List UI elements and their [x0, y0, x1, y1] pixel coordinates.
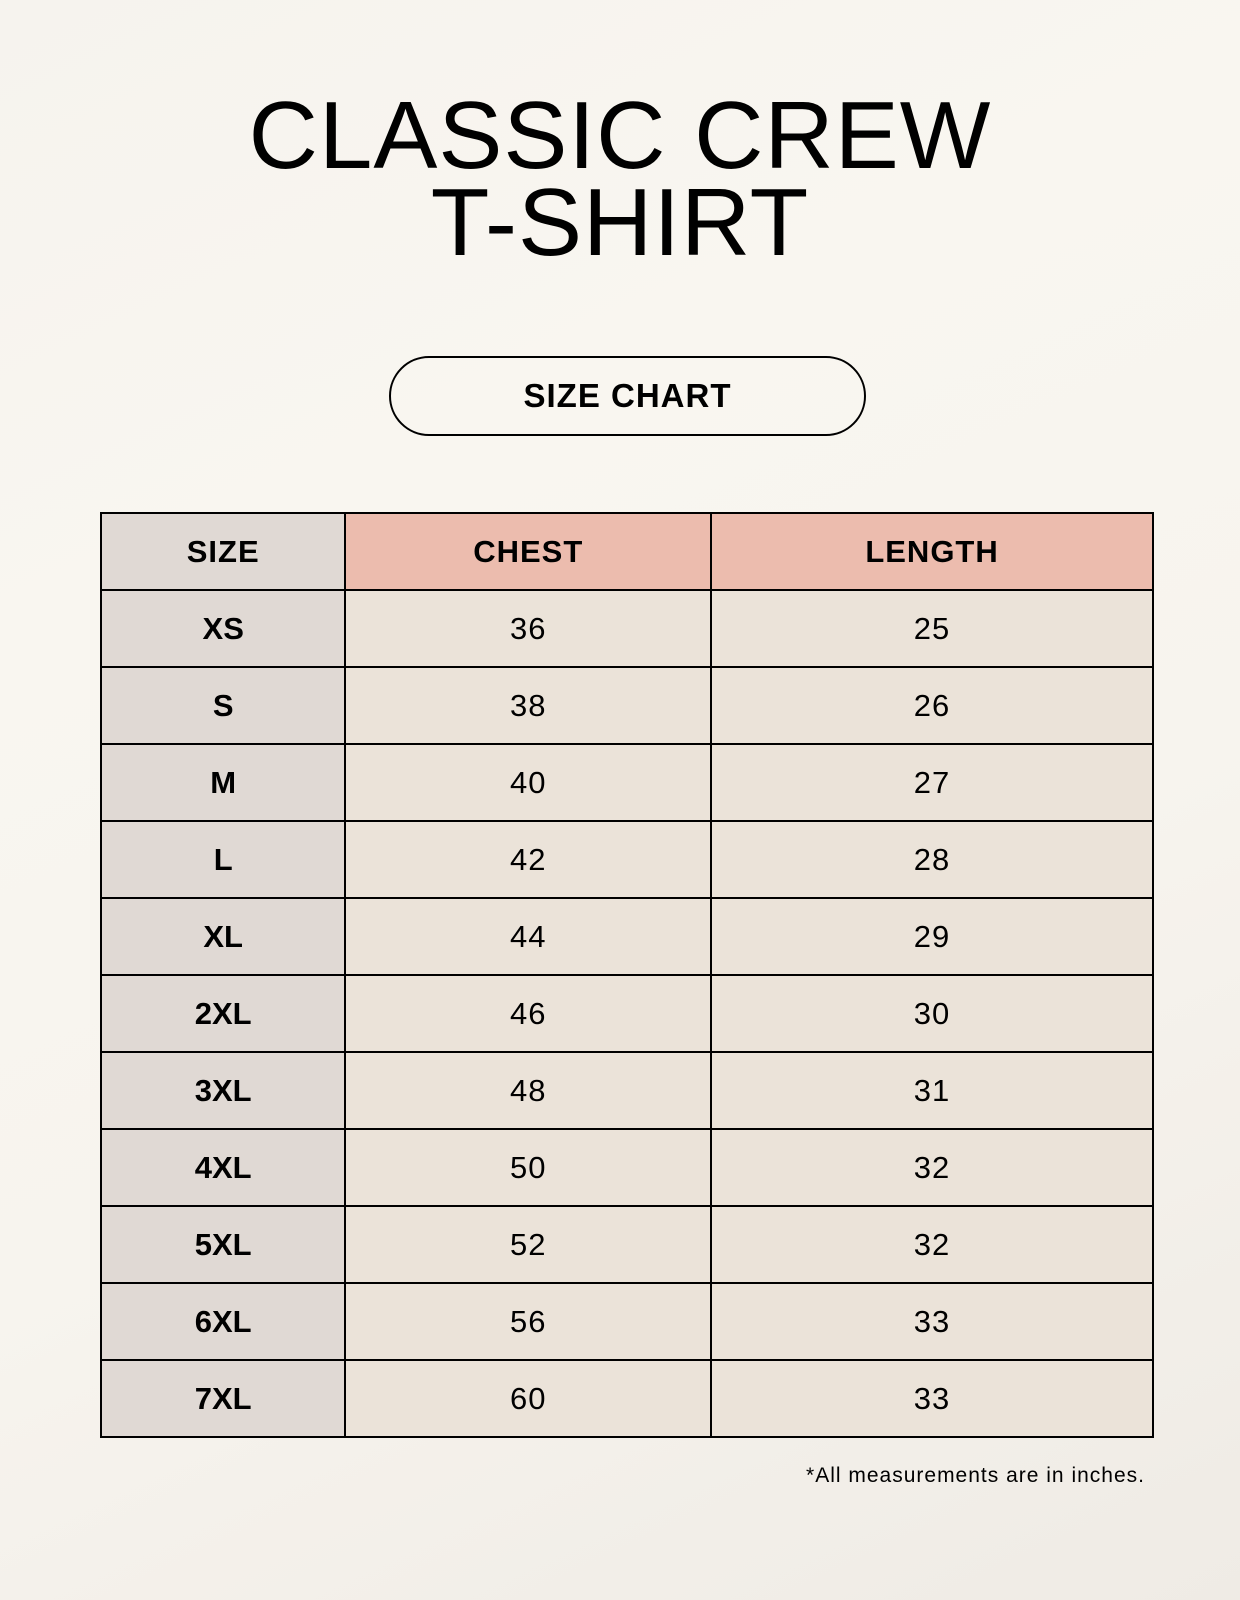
cell-length: 31 — [710, 1051, 1154, 1130]
cell-chest: 36 — [344, 589, 713, 668]
table-row: XS 36 25 — [99, 589, 1154, 668]
table-row: L 42 28 — [99, 820, 1154, 899]
cell-chest: 56 — [344, 1282, 713, 1361]
cell-length: 30 — [710, 974, 1154, 1053]
header-length: LENGTH — [710, 512, 1154, 591]
cell-chest: 38 — [344, 666, 713, 745]
footnote: *All measurements are in inches. — [806, 1464, 1145, 1487]
cell-size: XL — [99, 897, 347, 976]
cell-size: 7XL — [99, 1359, 347, 1438]
cell-size: M — [99, 743, 347, 822]
cell-chest: 46 — [344, 974, 713, 1053]
title-line-2: T-SHIRT — [430, 169, 810, 276]
cell-chest: 42 — [344, 820, 713, 899]
table-row: S 38 26 — [99, 666, 1154, 745]
title-line-1: CLASSIC CREW — [248, 82, 992, 189]
cell-length: 32 — [710, 1205, 1154, 1284]
size-chart-badge: SIZE CHART — [389, 356, 866, 436]
table-row: M 40 27 — [99, 743, 1154, 822]
cell-size: 5XL — [99, 1205, 347, 1284]
cell-length: 27 — [710, 743, 1154, 822]
table-row: 2XL 46 30 — [99, 974, 1154, 1053]
cell-size: S — [99, 666, 347, 745]
cell-chest: 50 — [344, 1128, 713, 1207]
cell-size: 4XL — [99, 1128, 347, 1207]
cell-size: XS — [99, 589, 347, 668]
table-row: 5XL 52 32 — [99, 1205, 1154, 1284]
cell-length: 33 — [710, 1282, 1154, 1361]
table-row: 6XL 56 33 — [99, 1282, 1154, 1361]
cell-chest: 44 — [344, 897, 713, 976]
cell-size: 3XL — [99, 1051, 347, 1130]
table-row: 4XL 50 32 — [99, 1128, 1154, 1207]
cell-length: 26 — [710, 666, 1154, 745]
cell-length: 32 — [710, 1128, 1154, 1207]
cell-length: 28 — [710, 820, 1154, 899]
page-title: CLASSIC CREW T-SHIRT — [0, 82, 1240, 276]
cell-size: 6XL — [99, 1282, 347, 1361]
cell-size: L — [99, 820, 347, 899]
header-chest: CHEST — [344, 512, 713, 591]
cell-length: 29 — [710, 897, 1154, 976]
table-header-row: SIZE CHEST LENGTH — [99, 512, 1154, 591]
cell-chest: 52 — [344, 1205, 713, 1284]
table-row: 7XL 60 33 — [99, 1359, 1154, 1438]
table-row: XL 44 29 — [99, 897, 1154, 976]
cell-length: 33 — [710, 1359, 1154, 1438]
cell-size: 2XL — [99, 974, 347, 1053]
size-table: SIZE CHEST LENGTH XS 36 25 S 38 26 M 40 27 L 42 28 X… — [99, 512, 1154, 1438]
cell-chest: 48 — [344, 1051, 713, 1130]
cell-length: 25 — [710, 589, 1154, 668]
table-row: 3XL 48 31 — [99, 1051, 1154, 1130]
header-size: SIZE — [99, 512, 347, 591]
cell-chest: 60 — [344, 1359, 713, 1438]
cell-chest: 40 — [344, 743, 713, 822]
